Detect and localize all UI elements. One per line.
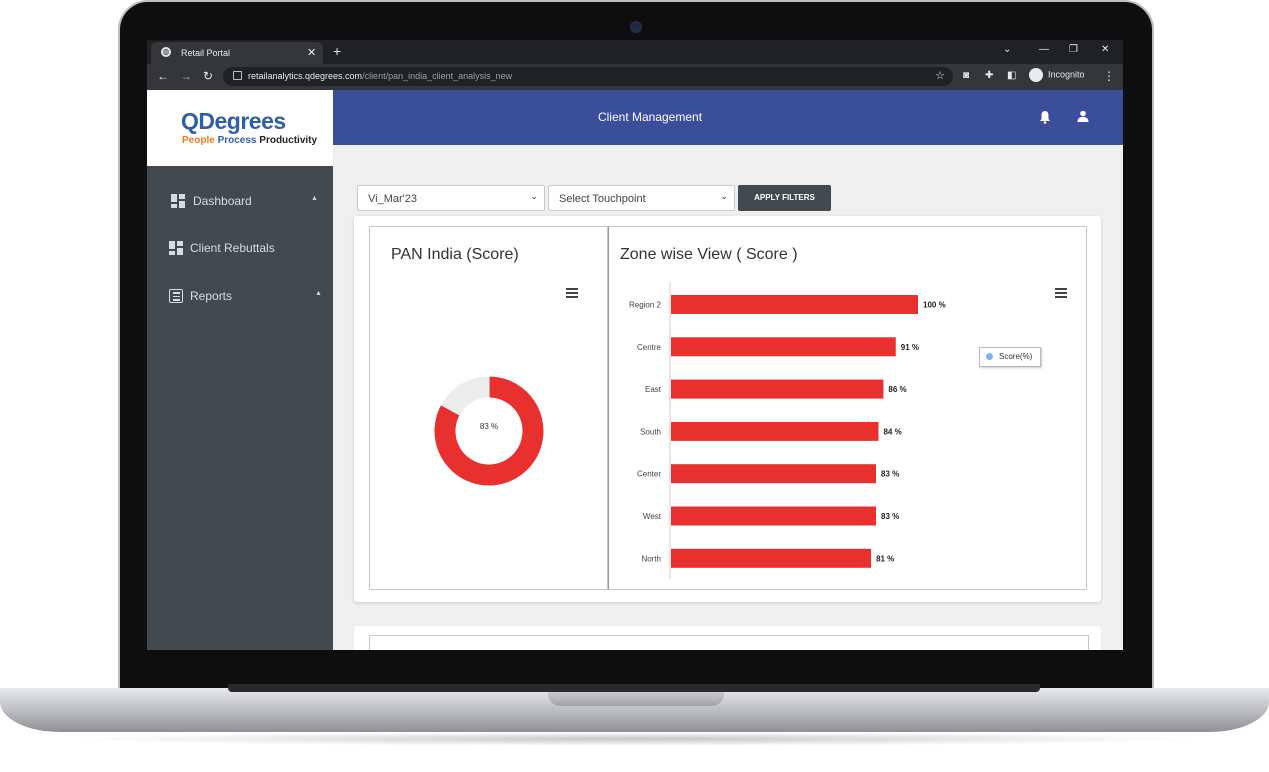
donut-center-label: 83 % <box>480 422 498 431</box>
chevron-down-icon: ⌄ <box>720 191 728 201</box>
value-label: 91 % <box>901 343 919 352</box>
bar[interactable] <box>671 379 884 399</box>
star-icon[interactable]: ☆ <box>935 70 945 82</box>
sidepanel-icon[interactable]: ◧ <box>1007 70 1017 81</box>
second-card <box>354 626 1101 650</box>
period-select-value: Vi_Mar'23 <box>368 193 417 205</box>
category-label: Region 2 <box>629 301 662 310</box>
value-label: 84 % <box>883 427 901 436</box>
zone-wise-title: Zone wise View ( Score ) <box>620 246 798 263</box>
bar[interactable] <box>671 337 896 357</box>
bar[interactable] <box>671 295 918 314</box>
logo-tag-2: Process <box>217 135 257 146</box>
value-label: 86 % <box>888 385 906 394</box>
minimize-icon[interactable]: — <box>1039 44 1049 55</box>
logo-tag-1: People <box>182 135 215 146</box>
incognito-label: Incognito <box>1048 69 1085 80</box>
user-icon[interactable] <box>1077 110 1089 122</box>
value-label: 83 % <box>881 470 899 479</box>
extensions-icon[interactable]: ✚ <box>985 70 994 81</box>
bar[interactable] <box>671 548 872 568</box>
browser-menu-icon[interactable]: ⋮ <box>1103 69 1115 83</box>
reload-icon[interactable]: ↻ <box>203 69 214 83</box>
chart-legend[interactable]: Score(%) <box>979 347 1041 367</box>
logo[interactable]: QDegrees People Process Productivity <box>147 90 333 166</box>
charts-card: PAN India (Score) 83 % Zone wise View ( … <box>354 216 1101 602</box>
category-label: Center <box>637 470 661 479</box>
donut-slice[interactable] <box>440 375 490 416</box>
camera-icon[interactable]: ◙ <box>963 70 970 81</box>
caret-up-icon: ▲ <box>315 290 322 297</box>
lock-icon <box>233 71 242 80</box>
caret-up-icon: ▲ <box>311 195 318 202</box>
sidebar: QDegrees People Process Productivity Das… <box>147 90 333 650</box>
dashboard-icon <box>171 194 185 208</box>
logo-tagline: People Process Productivity <box>182 135 317 146</box>
period-select[interactable]: Vi_Mar'23 ⌄ <box>357 185 545 211</box>
incognito-badge[interactable]: Incognito <box>1029 68 1085 82</box>
sidebar-item-label: Client Rebuttals <box>190 241 275 255</box>
category-label: Centre <box>637 343 662 352</box>
app-header: Client Management <box>333 90 1123 145</box>
value-label: 83 % <box>881 512 899 521</box>
browser-toolbar: ← → ↻ retailanalytics.qdegrees.com/clien… <box>147 64 1123 90</box>
laptop-notch <box>548 692 724 706</box>
url-text: retailanalytics.qdegrees.com/client/pan_… <box>248 71 512 81</box>
logo-wordmark: QDegrees <box>181 108 286 134</box>
forward-icon[interactable]: → <box>180 69 192 83</box>
tab-title: Retail Portal <box>181 48 231 58</box>
second-card-panel <box>369 635 1089 650</box>
globe-icon: ◍ <box>161 47 171 57</box>
sidebar-item-reports[interactable]: Reports ▲ <box>147 281 333 311</box>
new-tab-icon[interactable]: + <box>333 43 342 59</box>
webcam <box>630 21 642 33</box>
category-label: West <box>643 512 662 521</box>
touchpoint-select-value: Select Touchpoint <box>559 193 646 205</box>
laptop-hinge <box>228 684 1040 692</box>
chart-menu-icon[interactable] <box>566 288 578 298</box>
pan-india-panel: PAN India (Score) 83 % <box>369 226 608 590</box>
report-icon <box>169 289 183 303</box>
bar[interactable] <box>671 421 879 441</box>
chevron-down-icon: ⌄ <box>530 191 538 201</box>
sidebar-item-label: Reports <box>190 289 233 303</box>
legend-dot <box>986 353 993 360</box>
category-label: South <box>640 427 661 436</box>
pan-india-title: PAN India (Score) <box>391 246 519 263</box>
legend-label: Score(%) <box>999 352 1033 361</box>
chart-menu-icon[interactable] <box>1055 288 1067 298</box>
screen: ◍ Retail Portal ✕ + ⌄ — ❐ ✕ ← → ↻ retail… <box>147 40 1123 650</box>
sidebar-item-client-rebuttals[interactable]: Client Rebuttals <box>147 233 333 263</box>
category-label: East <box>645 385 662 394</box>
browser-tab[interactable]: ◍ Retail Portal ✕ <box>151 42 323 64</box>
back-icon[interactable]: ← <box>157 69 169 83</box>
url-host: retailanalytics.qdegrees.com <box>248 71 363 81</box>
bar[interactable] <box>671 464 877 484</box>
incognito-icon <box>1029 68 1043 82</box>
value-label: 81 % <box>876 554 894 563</box>
logo-tag-3: Productivity <box>259 135 318 146</box>
close-tab-icon[interactable]: ✕ <box>307 47 317 59</box>
address-bar[interactable]: retailanalytics.qdegrees.com/client/pan_… <box>223 67 953 86</box>
close-window-icon[interactable]: ✕ <box>1101 44 1110 55</box>
sidebar-item-dashboard[interactable]: Dashboard ▲ <box>147 186 333 216</box>
bar[interactable] <box>671 506 877 526</box>
donut-chart: 83 % <box>433 375 545 487</box>
value-label: 100 % <box>923 301 946 310</box>
browser-tabbar: ◍ Retail Portal ✕ + ⌄ — ❐ ✕ <box>147 40 1123 64</box>
zone-bar-chart: Region 2 100 % Centre 91 % East 86 % South 84 %… <box>629 282 946 579</box>
bell-icon[interactable] <box>1039 110 1051 124</box>
restore-icon[interactable]: ❐ <box>1069 44 1078 55</box>
touchpoint-select[interactable]: Select Touchpoint ⌄ <box>548 185 735 211</box>
zone-wise-panel: Zone wise View ( Score ) Region 2 100 % Ce… <box>608 226 1087 590</box>
page-title: Client Management <box>597 110 703 124</box>
donut-slice[interactable] <box>433 375 545 487</box>
sidebar-item-label: Dashboard <box>193 194 252 208</box>
chevron-down-icon[interactable]: ⌄ <box>1003 44 1012 55</box>
category-label: North <box>641 554 661 563</box>
apply-filters-button[interactable]: APPLY FILTERS <box>738 185 831 211</box>
url-path: /client/pan_india_client_analysis_new <box>362 71 513 81</box>
dashboard-icon <box>169 241 183 255</box>
laptop-shadow <box>60 732 1210 746</box>
